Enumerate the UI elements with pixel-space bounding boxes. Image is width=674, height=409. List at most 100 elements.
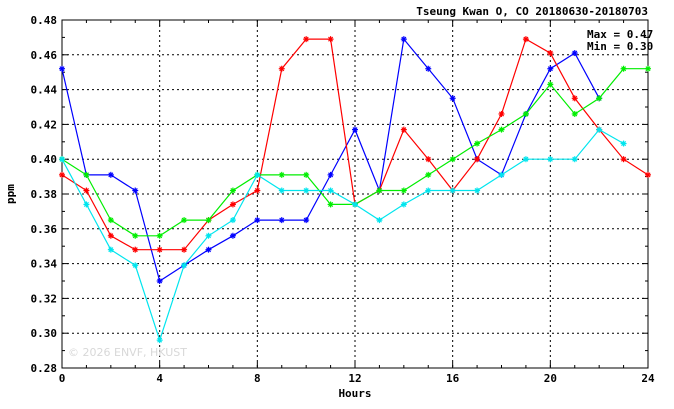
data-point <box>400 187 407 194</box>
data-point <box>132 262 139 269</box>
grid <box>62 20 648 368</box>
chart-title: Tseung Kwan O, CO 20180630-20180703 <box>416 5 648 18</box>
data-point <box>425 187 432 194</box>
data-point <box>327 171 334 178</box>
x-tick-label: 0 <box>59 372 66 385</box>
y-tick-label: 0.36 <box>31 223 58 236</box>
x-tick-label: 8 <box>254 372 261 385</box>
y-tick-label: 0.46 <box>31 49 58 62</box>
data-point <box>425 156 432 163</box>
data-point <box>449 187 456 194</box>
y-tick-label: 0.28 <box>31 362 58 375</box>
data-point <box>327 36 334 43</box>
data-point <box>59 156 65 163</box>
y-tick-label: 0.48 <box>31 14 58 27</box>
data-point <box>547 156 554 163</box>
x-tick-label: 24 <box>641 372 655 385</box>
data-point <box>376 187 383 194</box>
data-point <box>59 171 65 178</box>
data-point <box>352 126 358 133</box>
data-point <box>571 156 578 163</box>
axis-ticks <box>61 19 649 369</box>
series-1 <box>59 36 603 284</box>
data-point <box>352 201 358 208</box>
data-point <box>156 246 163 253</box>
data-point <box>474 140 481 147</box>
series-4 <box>59 126 627 344</box>
x-tick-label: 16 <box>446 372 460 385</box>
data-point <box>474 156 481 163</box>
data-point <box>620 65 627 72</box>
data-point <box>645 171 651 178</box>
y-axis-tick-labels: 0.28 0.30 0.32 0.34 0.36 0.38 0.40 0.42 0.44 0.46… <box>31 14 58 375</box>
data-point <box>132 232 139 239</box>
data-point <box>547 81 554 88</box>
y-tick-label: 0.30 <box>31 327 58 340</box>
data-point <box>498 171 505 178</box>
data-point <box>181 217 188 224</box>
data-point <box>303 171 310 178</box>
data-point <box>156 337 163 344</box>
data-point <box>376 217 383 224</box>
data-point <box>107 217 114 224</box>
data-point <box>474 187 481 194</box>
x-tick-label: 20 <box>544 372 557 385</box>
data-point <box>229 187 236 194</box>
data-point <box>254 171 261 178</box>
data-point <box>107 171 114 178</box>
data-point <box>132 246 139 253</box>
data-point <box>400 201 407 208</box>
x-tick-label: 12 <box>348 372 361 385</box>
data-point <box>278 171 285 178</box>
data-point <box>596 126 603 133</box>
series-line <box>61 37 600 282</box>
data-point <box>205 232 212 239</box>
data-point <box>278 187 285 194</box>
data-point <box>181 262 188 269</box>
data-point <box>522 110 529 117</box>
data-point <box>547 50 554 57</box>
data-point <box>547 65 554 72</box>
data-point <box>498 110 505 117</box>
y-axis-label: ppm <box>4 184 17 204</box>
data-point <box>254 217 261 224</box>
data-point <box>327 187 334 194</box>
data-point <box>83 201 90 208</box>
data-point <box>498 126 505 133</box>
data-point <box>59 65 65 72</box>
series-line <box>61 128 624 343</box>
data-point <box>303 187 310 194</box>
data-point <box>425 65 432 72</box>
data-point <box>400 36 407 43</box>
data-point <box>278 217 285 224</box>
x-tick-label: 4 <box>156 372 163 385</box>
max-annotation: Max = 0.47 <box>587 28 653 41</box>
data-point <box>620 140 627 147</box>
y-tick-label: 0.44 <box>31 84 58 97</box>
data-point <box>107 232 114 239</box>
data-point <box>522 36 529 43</box>
data-point <box>620 156 627 163</box>
data-point <box>229 217 236 224</box>
data-point <box>327 201 334 208</box>
data-point <box>425 171 432 178</box>
data-point <box>645 65 651 72</box>
data-point <box>254 187 261 194</box>
data-point <box>303 36 310 43</box>
data-point <box>229 232 236 239</box>
data-point <box>181 246 188 253</box>
data-point <box>522 156 529 163</box>
y-tick-label: 0.42 <box>31 118 58 131</box>
y-tick-label: 0.40 <box>31 153 58 166</box>
data-point <box>205 217 212 224</box>
data-point <box>449 95 456 102</box>
data-point <box>571 50 578 57</box>
min-annotation: Min = 0.30 <box>587 40 653 53</box>
y-tick-label: 0.38 <box>31 188 58 201</box>
y-tick-label: 0.32 <box>31 292 58 305</box>
data-point <box>571 110 578 117</box>
data-point <box>596 95 603 102</box>
x-axis-tick-labels: 0 4 8 12 16 20 24 <box>59 372 655 385</box>
data-point <box>400 126 407 133</box>
